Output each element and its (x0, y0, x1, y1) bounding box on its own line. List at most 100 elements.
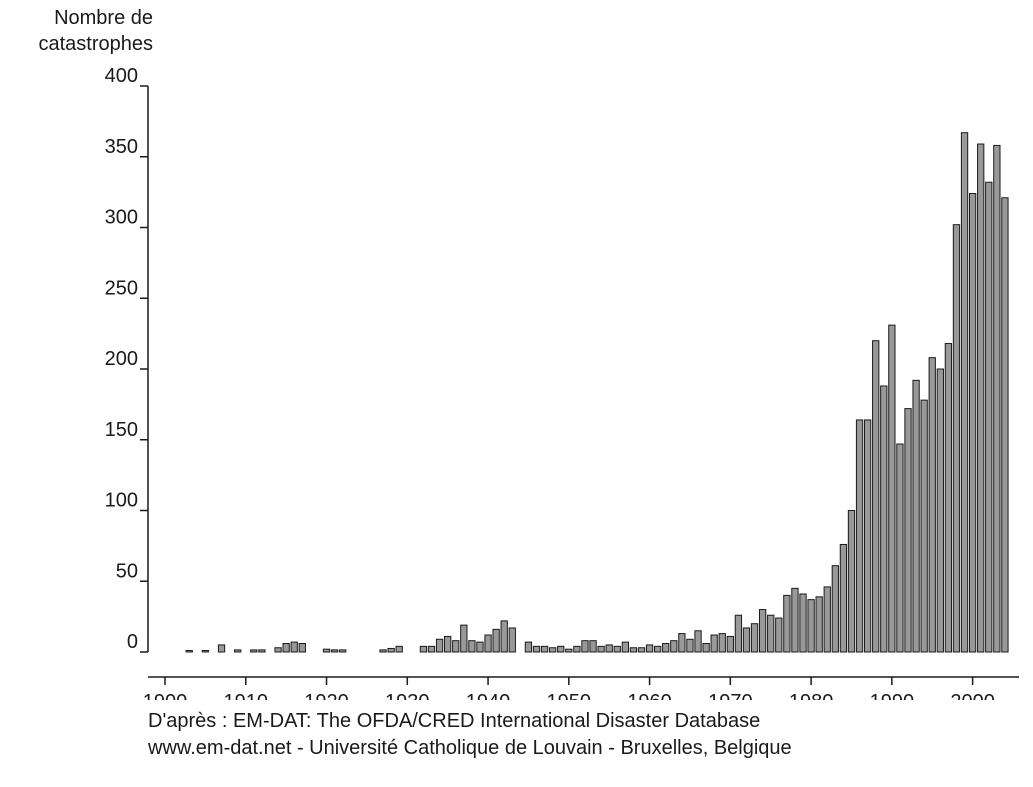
y-axis-title-line-2: catastrophes (38, 33, 153, 55)
bar-1970 (726, 635, 734, 653)
bar-1995 (928, 357, 936, 653)
bar-2003 (993, 144, 1001, 653)
bar-1996 (936, 368, 944, 653)
bar-1909 (234, 649, 242, 653)
bar-1983 (831, 565, 839, 653)
bar-2001 (977, 143, 985, 653)
x-tick-label: 1960 (627, 691, 672, 700)
bar-1952 (581, 640, 589, 653)
bar-1964 (678, 633, 686, 653)
x-tick-label: 1940 (466, 691, 511, 700)
bar-1915 (282, 643, 290, 653)
bar-1920 (322, 648, 331, 653)
bar-1949 (557, 645, 565, 653)
source-credit-line-1: D'après : EM-DAT: The OFDA/CRED Internat… (148, 710, 761, 732)
bar-1927 (379, 649, 387, 653)
bar-1986 (855, 419, 864, 653)
bar-1993 (912, 379, 920, 653)
bar-1953 (589, 640, 597, 653)
bar-1981 (815, 596, 823, 653)
y-tick-label: 150 (105, 419, 138, 441)
bar-1982 (823, 586, 831, 653)
bar-1941 (492, 628, 500, 653)
bar-1991 (896, 443, 904, 653)
bar-1922 (339, 649, 347, 653)
bar-1968 (710, 634, 718, 653)
bar-1917 (298, 643, 306, 653)
bar-1974 (758, 609, 767, 653)
bar-1950 (565, 648, 573, 653)
bar-1961 (654, 645, 662, 653)
bar-1945 (524, 641, 533, 653)
y-tick-label: 300 (105, 207, 138, 229)
x-tick-label: 1990 (870, 691, 915, 700)
bar-1921 (330, 649, 339, 653)
y-tick-label: 50 (116, 560, 138, 582)
bar-1998 (952, 224, 961, 653)
bar-1962 (662, 643, 670, 653)
bar-1980 (807, 599, 815, 653)
x-tick-label: 1930 (385, 691, 430, 700)
bar-1988 (872, 340, 880, 653)
bar-1957 (621, 641, 629, 653)
y-axis: 0 50 100 150 200 250 300 350 400 (105, 65, 149, 653)
bar-1914 (274, 647, 282, 653)
bar-1963 (670, 640, 678, 653)
bar-1967 (702, 643, 710, 653)
bar-1994 (920, 399, 928, 653)
bar-2004 (1001, 197, 1009, 653)
bar-1972 (742, 627, 751, 653)
x-axis: 1900 1910 1920 1930 1940 1950 1960 1970 1980 1990… (143, 676, 1019, 700)
bar-1969 (718, 633, 726, 653)
bar-1912 (258, 649, 266, 653)
x-tick-label: 2000 (950, 691, 995, 700)
y-tick-label: 400 (105, 65, 138, 87)
bar-1940 (484, 634, 492, 653)
bar-1973 (750, 623, 759, 653)
bar-1951 (573, 645, 581, 653)
bar-1975 (767, 614, 775, 653)
bar-1933 (427, 645, 436, 653)
bar-1965 (686, 638, 694, 653)
bar-1948 (549, 647, 557, 653)
bar-1942 (500, 620, 508, 653)
bar-1905 (201, 650, 210, 653)
bar-2000 (968, 193, 977, 653)
bar-1936 (452, 640, 460, 653)
bar-1979 (799, 593, 807, 653)
bar-1997 (944, 343, 953, 653)
bar-1976 (775, 617, 783, 653)
bar-1992 (904, 408, 912, 653)
bar-2002 (985, 181, 993, 653)
y-tick-label: 200 (105, 348, 138, 370)
bar-1984 (839, 543, 848, 653)
bar-1977 (783, 594, 791, 653)
source-credit-line-2: www.em-dat.net - Université Catholique d… (148, 737, 792, 759)
x-tick-label: 1900 (143, 691, 188, 700)
bar-1971 (734, 614, 743, 653)
bar-1934 (435, 638, 444, 653)
bar-1916 (290, 641, 298, 653)
y-axis-title-line-1: Nombre de (54, 7, 153, 29)
bar-1987 (863, 419, 872, 653)
bar-1939 (476, 641, 484, 653)
y-tick-label: 0 (127, 631, 138, 653)
x-tick-label: 1950 (547, 691, 592, 700)
bar-1990 (888, 324, 896, 653)
bar-1989 (880, 385, 888, 653)
y-tick-label: 250 (105, 277, 138, 299)
bar-1943 (508, 627, 516, 653)
x-tick-label: 1970 (708, 691, 753, 700)
bar-1955 (605, 644, 613, 653)
bar-1954 (597, 645, 605, 653)
bar-1999 (960, 132, 969, 653)
bar-1935 (444, 635, 452, 653)
bar-1911 (250, 649, 258, 653)
bar-1966 (694, 630, 702, 653)
bar-1929 (395, 645, 403, 653)
bar-1956 (613, 645, 621, 653)
bar-1947 (540, 645, 549, 653)
bar-1959 (637, 647, 646, 653)
bar-1958 (629, 647, 638, 653)
bar-1978 (791, 587, 799, 653)
